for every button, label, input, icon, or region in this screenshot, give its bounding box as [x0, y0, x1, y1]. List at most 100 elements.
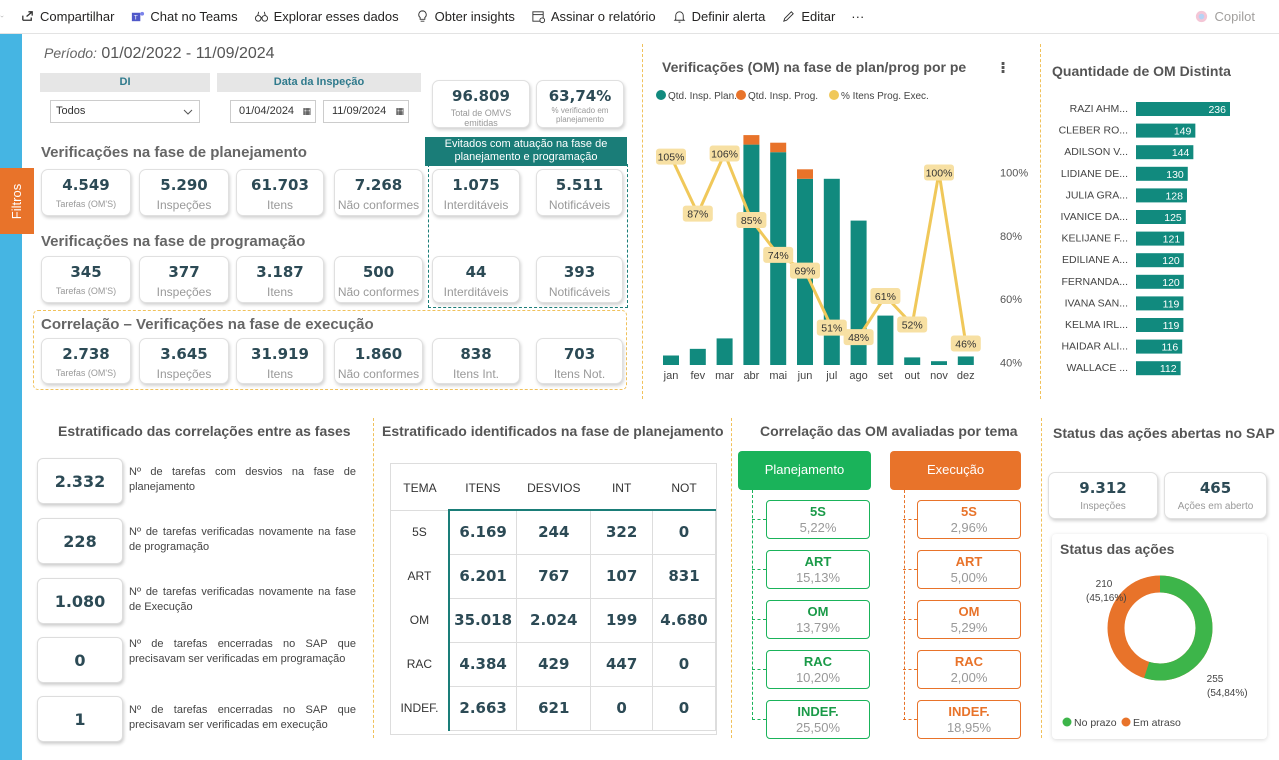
insights-button[interactable]: Obter insights	[407, 0, 523, 34]
tema-name: OM	[807, 604, 829, 619]
hbar	[1136, 296, 1184, 311]
tema-pct: 2,00%	[950, 670, 988, 685]
kpi-value: 5.511	[555, 176, 604, 194]
table-cell: 35.018	[448, 598, 518, 643]
tema-name: RAC	[803, 654, 833, 669]
alert-button[interactable]: Definir alerta	[664, 0, 774, 34]
line-data-label: 61%	[875, 291, 896, 303]
hbar	[1136, 145, 1194, 160]
bar-plan	[743, 144, 760, 365]
bar-category-label: JULIA GRA...	[1066, 189, 1128, 201]
tema-pct: 15,13%	[795, 570, 841, 585]
x-tick-label: mai	[769, 370, 787, 382]
table-cell: 2.663	[448, 686, 518, 731]
date-to-input[interactable]: 11/09/2024 ▦	[323, 100, 409, 123]
plan-header: Planejamento	[738, 451, 871, 490]
bar-category-label: KELIJANE F...	[1061, 233, 1128, 245]
line-data-label: 74%	[768, 250, 789, 262]
teams-icon: T	[132, 11, 145, 21]
kpi-label: Itens Not.	[553, 367, 606, 381]
hbar	[1136, 102, 1230, 116]
tree-connector	[903, 569, 917, 570]
tema-table: TEMA ITENS DESVIOS INT NOT 5S 6.169 244 322 0 ART 6…	[391, 466, 716, 731]
di-filter-label: DI	[40, 73, 210, 92]
planejamento-title: Verificações na fase de planejamento	[41, 144, 307, 161]
more-icon: ⁝	[1000, 60, 1007, 77]
line-data-label: 85%	[741, 215, 762, 227]
tree-connector	[752, 519, 766, 520]
status-inspecoes-card: 9.312 Inspeções	[1048, 472, 1158, 519]
line-data-label: 69%	[794, 266, 815, 278]
table-cell: 767	[516, 554, 592, 599]
share-button[interactable]: Compartilhar	[12, 0, 122, 34]
donut-slice-prazo	[1107, 575, 1213, 681]
x-tick-label: ago	[849, 370, 867, 382]
tema-pct: 5,29%	[950, 620, 988, 635]
bar-category-label: KELMA IRL...	[1065, 319, 1128, 331]
bar-data-label: 128	[1165, 190, 1183, 202]
filters-tab[interactable]: Filtros	[0, 168, 34, 234]
tree-connector	[904, 490, 905, 720]
table-cell: OM	[391, 598, 450, 642]
plan-tema-box: ART 15,13%	[766, 550, 870, 589]
line-label-bg	[656, 148, 686, 165]
bar-plan	[931, 361, 947, 365]
tema-name: OM	[958, 604, 980, 619]
plan-tema-box: OM 13,79%	[766, 600, 870, 639]
strat-value-card: 1.080	[37, 578, 123, 624]
execucao-kpi-card: 1.860 Não conformes	[334, 338, 423, 384]
donut-chart: 210 (45,16%) 255 (54,84%) No prazo Em atraso	[1062, 575, 1248, 729]
subscribe-button[interactable]: Assinar o relatório	[523, 0, 664, 34]
line-label-bg	[790, 262, 820, 279]
copilot-button[interactable]: Copilot	[1194, 9, 1255, 24]
edit-button[interactable]: Editar	[773, 0, 843, 34]
table-cell: 447	[590, 642, 654, 687]
bar-chart-title: Quantidade de OM Distinta	[1052, 63, 1231, 79]
hbar	[1136, 123, 1196, 138]
date-from-input[interactable]: 01/04/2024 ▦	[230, 100, 316, 123]
kpi-value: 838	[460, 345, 492, 363]
line-data-label: 106%	[711, 149, 738, 161]
share-icon	[22, 11, 33, 21]
kpi-omvs: 96.809 Total de OMVS emitidas	[432, 80, 530, 128]
table-cell: 4.680	[652, 598, 716, 643]
more-options-icon[interactable]: ···	[851, 9, 865, 24]
strat-description: Nº de tarefas verificadas novamente na f…	[129, 586, 356, 613]
kpi-label: Tarefas (OM'S)	[55, 199, 117, 209]
svg-text:T: T	[134, 14, 138, 21]
line-series	[669, 149, 968, 344]
kpi-label: Inspeções	[156, 285, 212, 299]
table-cell: INDEF.	[391, 686, 450, 730]
divider	[731, 418, 732, 738]
calendar-icon: ▦	[302, 106, 311, 116]
table-row: OM 35.018 2.024 199 4.680	[391, 598, 716, 643]
explore-data-button[interactable]: Explorar esses dados	[246, 0, 407, 34]
tree-connector	[903, 669, 917, 670]
bell-icon	[673, 11, 685, 23]
bar-data-label: 116	[1161, 342, 1178, 354]
di-dropdown[interactable]: Todos	[50, 100, 200, 123]
chat-teams-button[interactable]: T Chat no Teams	[122, 0, 245, 34]
strat-title: Estratificado das correlações entre as f…	[58, 423, 351, 439]
calendar-icon: ▦	[395, 106, 404, 116]
strat-value-card: 1	[37, 696, 123, 742]
x-tick-label: nov	[930, 370, 948, 382]
hbar	[1136, 361, 1181, 376]
x-tick-label: out	[905, 370, 920, 382]
table-cell: 0	[652, 510, 716, 555]
kpi-label: Não conformes	[337, 367, 420, 381]
line-label-bg	[709, 145, 740, 162]
kpi-label: Tarefas (OM'S)	[55, 368, 117, 378]
tema-pct: 10,20%	[795, 670, 841, 685]
x-tick-label: jan	[663, 370, 679, 382]
bar-category-label: EDILIANE A...	[1062, 254, 1128, 266]
kpi-value: 2.738	[62, 345, 110, 363]
chevron-down-icon[interactable]	[0, 0, 12, 34]
programacao-kpi-card: 3.187 Itens	[236, 256, 324, 303]
bar-category-label: LIDIANE DE...	[1061, 168, 1128, 180]
strat-value-card: 2.332	[37, 458, 123, 504]
table-cell: 0	[590, 686, 654, 731]
status-acoes-card: 465 Ações em aberto	[1164, 472, 1267, 519]
x-tick-label: abr	[743, 370, 759, 382]
line-label-bg	[682, 205, 713, 222]
